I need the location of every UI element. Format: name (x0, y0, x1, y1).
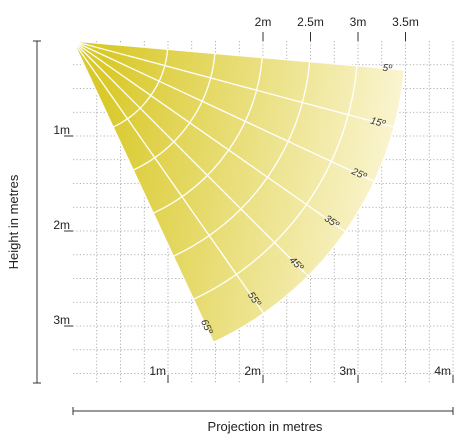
top-distance-labels: 2m 2.5m 3m 3.5m (255, 15, 419, 41)
angle-spoke (72, 40, 265, 314)
angle-spoke (72, 40, 395, 128)
beam-coverage-area (73, 41, 405, 343)
angle-spoke (72, 40, 405, 71)
x-tick-label: 4m (434, 364, 451, 378)
axes (33, 40, 454, 415)
y-tick-label: 1m (53, 123, 70, 137)
top-distance-label: 2.5m (297, 15, 324, 29)
x-axis-title: Projection in metres (208, 419, 323, 434)
angle-spoke (72, 40, 375, 183)
top-distance-label: 3m (350, 15, 367, 29)
top-distance-label: 3.5m (392, 15, 419, 29)
angle-spoke (72, 40, 309, 277)
y-axis-ticks: 1m 2m 3m (53, 123, 73, 327)
angle-spoke (72, 40, 346, 233)
angle-label: 5º (382, 63, 393, 75)
y-tick-label: 2m (53, 218, 70, 232)
x-tick-label: 1m (149, 364, 166, 378)
x-axis-ticks: 1m 2m 3m 4m (149, 364, 454, 383)
top-distance-label: 2m (255, 15, 272, 29)
angle-spokes (72, 40, 405, 343)
angle-spoke (72, 40, 215, 343)
y-axis-title: Height in metres (6, 174, 21, 269)
y-tick-label: 3m (53, 313, 70, 327)
x-tick-label: 3m (339, 364, 356, 378)
x-tick-label: 2m (244, 364, 261, 378)
angle-label: 15º (369, 116, 387, 131)
